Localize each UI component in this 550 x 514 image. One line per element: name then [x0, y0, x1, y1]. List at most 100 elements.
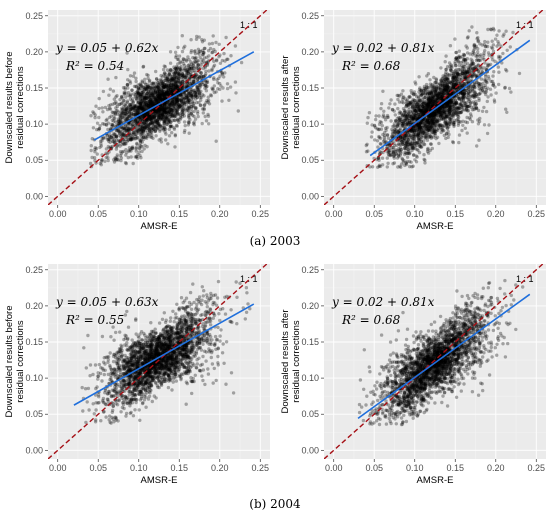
scatter-point	[160, 112, 164, 116]
scatter-point	[151, 95, 156, 100]
scatter-point	[464, 105, 468, 109]
scatter-point	[164, 93, 168, 97]
scatter-point	[206, 112, 210, 117]
scatter-point	[397, 115, 401, 120]
scatter-point	[195, 92, 199, 97]
scatter-point	[152, 109, 156, 114]
scatter-point	[200, 48, 205, 53]
scatter-point	[111, 136, 116, 141]
scatter-point	[441, 129, 445, 133]
scatter-point	[163, 110, 168, 115]
scatter-point	[197, 75, 202, 80]
scatter-point	[187, 116, 191, 120]
scatter-point	[489, 27, 493, 31]
scatter-point	[179, 74, 183, 78]
scatter-point	[189, 112, 193, 116]
scatter-point	[162, 73, 166, 77]
scatter-point	[160, 80, 164, 85]
scatter-point	[171, 77, 176, 82]
scatter-point	[161, 92, 165, 96]
scatter-point	[418, 99, 422, 104]
scatter-point	[176, 86, 181, 90]
scatter-point	[140, 149, 144, 154]
scatter-point	[391, 147, 395, 151]
scatter-point	[143, 103, 147, 108]
scatter-point	[218, 81, 222, 86]
scatter-point	[190, 96, 194, 100]
scatter-point	[163, 96, 168, 101]
scatter-point	[146, 95, 150, 99]
scatter-point	[147, 102, 151, 106]
scatter-point	[153, 100, 158, 104]
scatter-point	[166, 79, 170, 84]
scatter-point	[174, 114, 178, 119]
scatter-point	[127, 122, 132, 126]
scatter-point	[148, 85, 152, 90]
scatter-point	[200, 57, 204, 62]
scatter-point	[385, 165, 389, 169]
scatter-point	[206, 114, 211, 118]
scatter-point	[160, 87, 164, 91]
scatter-point	[155, 108, 159, 113]
scatter-point	[154, 109, 158, 114]
scatter-point	[479, 77, 484, 81]
scatter-point	[118, 97, 122, 102]
scatter-point	[180, 72, 185, 76]
scatter-point	[170, 76, 174, 81]
scatter-point	[128, 109, 132, 113]
scatter-point	[151, 92, 155, 97]
scatter-point	[178, 66, 182, 70]
scatter-point	[472, 93, 476, 98]
scatter-point	[171, 114, 175, 118]
scatter-point	[433, 81, 437, 85]
scatter-point	[154, 111, 158, 116]
scatter-point	[174, 77, 179, 81]
scatter-point	[370, 130, 374, 134]
scatter-point	[162, 125, 166, 129]
scatter-point	[162, 104, 166, 109]
scatter-point	[504, 29, 508, 33]
scatter-point	[181, 73, 186, 77]
scatter-point	[183, 107, 188, 111]
scatter-point	[143, 125, 148, 129]
scatter-point	[463, 120, 468, 124]
scatter-point	[503, 86, 507, 90]
scatter-point	[113, 116, 117, 120]
scatter-point	[184, 70, 189, 74]
scatter-point	[131, 146, 135, 151]
scatter-point	[182, 114, 187, 118]
scatter-point	[198, 103, 203, 108]
scatter-point	[157, 89, 161, 93]
scatter-point	[398, 146, 403, 150]
scatter-point	[92, 156, 97, 160]
scatter-point	[210, 68, 214, 73]
scatter-point	[148, 99, 152, 103]
scatter-point	[144, 88, 149, 92]
scatter-point	[133, 104, 137, 108]
scatter-point	[214, 58, 219, 62]
scatter-point	[206, 100, 210, 104]
scatter-point	[146, 118, 150, 122]
scatter-point	[129, 105, 133, 109]
scatter-point	[200, 93, 205, 97]
scatter-point	[197, 52, 201, 56]
scatter-point	[123, 111, 128, 116]
scatter-point	[145, 91, 149, 96]
scatter-point	[468, 89, 473, 93]
scatter-point	[97, 126, 102, 131]
scatter-point	[171, 86, 175, 90]
scatter-point	[186, 106, 190, 110]
scatter-point	[130, 132, 134, 136]
scatter-point	[161, 106, 165, 110]
scatter-point	[186, 92, 191, 96]
scatter-point	[187, 99, 191, 103]
scatter-point	[106, 158, 110, 163]
scatter-point	[177, 105, 181, 110]
scatter-point	[171, 85, 176, 89]
scatter-point	[162, 121, 166, 125]
scatter-point	[172, 102, 177, 106]
scatter-point	[148, 93, 153, 98]
scatter-point	[163, 120, 168, 124]
scatter-point	[192, 114, 196, 119]
scatter-point	[118, 113, 122, 117]
